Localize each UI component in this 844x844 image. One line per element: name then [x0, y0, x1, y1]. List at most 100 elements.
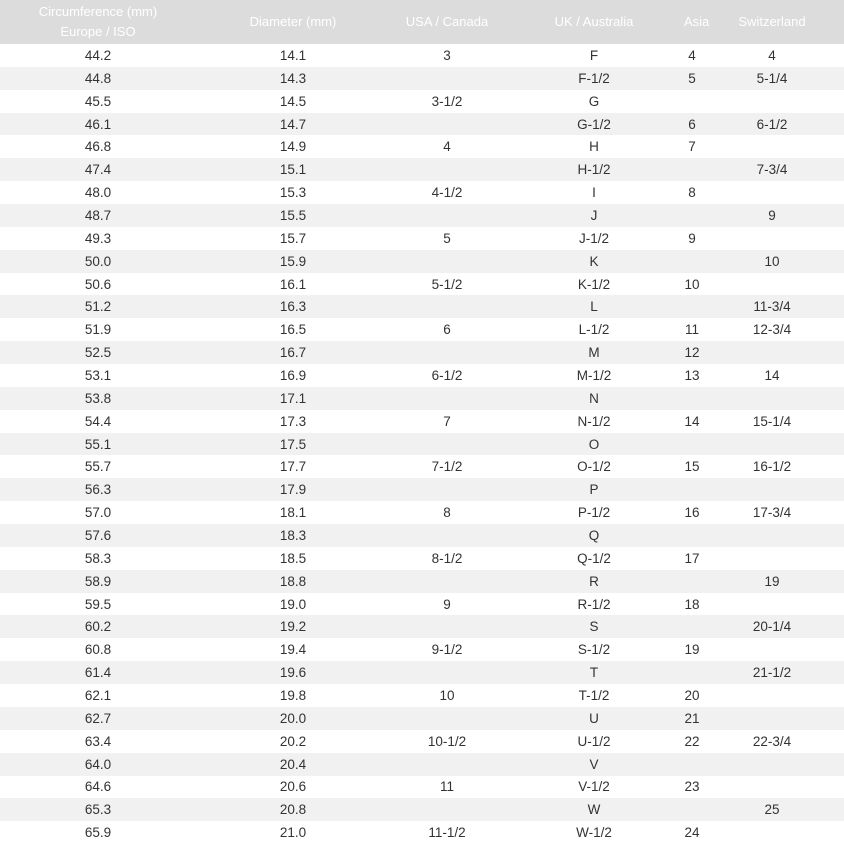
cell-diameter: 14.3	[196, 66, 390, 90]
cell-switzerland	[700, 684, 844, 707]
cell-asia	[684, 158, 700, 182]
cell-usa-canada	[390, 569, 504, 593]
cell-diameter: 19.0	[279, 596, 307, 612]
cell-uk-australia: H-1/2	[504, 158, 684, 182]
cell-circumference: 58.9	[0, 569, 196, 593]
cell-switzerland	[700, 432, 844, 456]
header-circumference-line2: Europe / ISO	[60, 24, 136, 39]
cell-switzerland	[700, 593, 844, 616]
cell-circumference: 58.3	[84, 550, 112, 566]
cell-usa-canada	[390, 386, 504, 410]
cell-usa-canada	[390, 478, 504, 502]
cell-switzerland	[700, 273, 844, 296]
cell-switzerland: 12-3/4	[752, 322, 792, 338]
cell-asia: 16	[684, 505, 700, 521]
table-row: 54.4 17.3 7 N-1/2 14 15-1/4	[0, 410, 844, 433]
cell-circumference: 49.3	[84, 230, 112, 246]
cell-usa-canada: 11	[439, 779, 454, 795]
cell-usa-canada: 7-1/2	[431, 459, 463, 475]
cell-uk-australia: V-1/2	[578, 779, 610, 795]
cell-usa-canada: 10-1/2	[427, 733, 467, 749]
cell-asia: 8	[688, 185, 696, 201]
cell-circumference: 65.3	[0, 798, 196, 822]
cell-diameter: 19.6	[196, 661, 390, 685]
cell-diameter: 21.0	[279, 825, 307, 841]
cell-usa-canada	[390, 752, 504, 776]
cell-circumference: 44.8	[0, 66, 196, 90]
cell-asia	[684, 432, 700, 456]
cell-asia	[684, 295, 700, 319]
cell-asia	[684, 204, 700, 227]
table-row: 58.9 18.8 R 19	[0, 569, 844, 593]
cell-asia	[684, 798, 700, 822]
cell-usa-canada: 8	[443, 505, 451, 521]
cell-uk-australia: F-1/2	[504, 66, 684, 90]
cell-switzerland	[700, 90, 844, 113]
table-row: 48.0 15.3 4-1/2 I 8	[0, 181, 844, 204]
cell-asia: 11	[684, 322, 699, 338]
cell-diameter: 15.1	[196, 158, 390, 182]
cell-circumference: 51.9	[84, 322, 112, 338]
cell-asia: 15	[684, 459, 700, 475]
cell-uk-australia: F	[589, 47, 599, 63]
cell-usa-canada	[390, 341, 504, 365]
cell-circumference: 57.6	[0, 524, 196, 547]
cell-switzerland: 19	[700, 569, 844, 593]
cell-switzerland: 21-1/2	[700, 661, 844, 685]
cell-asia: 9	[688, 230, 696, 246]
cell-diameter: 15.9	[196, 249, 390, 273]
cell-circumference: 61.4	[0, 661, 196, 685]
cell-asia: 13	[684, 367, 700, 383]
cell-asia: 23	[684, 779, 700, 795]
table-row: 53.8 17.1 N	[0, 386, 844, 410]
cell-usa-canada	[390, 661, 504, 685]
cell-circumference: 46.1	[0, 112, 196, 136]
header-diameter: Diameter (mm)	[196, 0, 390, 44]
cell-uk-australia: Q	[504, 524, 684, 547]
cell-switzerland: 6-1/2	[700, 112, 844, 136]
table-row: 56.3 17.9 P	[0, 478, 844, 502]
cell-uk-australia: I	[592, 185, 596, 201]
cell-diameter: 18.3	[196, 524, 390, 547]
table-row: 45.5 14.5 3-1/2 G	[0, 90, 844, 113]
table-row: 64.6 20.6 11 V-1/2 23	[0, 776, 844, 799]
cell-diameter: 15.7	[279, 230, 307, 246]
table-row: 63.4 20.2 10-1/2 U-1/2 22 22-3/4	[0, 730, 844, 753]
table-body: 44.2 14.1 3 F 4 4 44.8 14.3 F-1/2 5 5-1/4 45.5 14.5 3…	[0, 44, 844, 844]
cell-usa-canada: 5	[443, 230, 451, 246]
table-row: 62.1 19.8 10 T-1/2 20	[0, 684, 844, 707]
cell-asia: 24	[684, 825, 700, 841]
cell-circumference: 62.1	[84, 687, 112, 703]
cell-switzerland	[700, 752, 844, 776]
cell-uk-australia: G-1/2	[504, 112, 684, 136]
cell-diameter: 20.4	[196, 752, 390, 776]
table-row: 65.9 21.0 11-1/2 W-1/2 24	[0, 821, 844, 844]
cell-asia: 7	[688, 139, 696, 155]
cell-asia	[684, 249, 700, 273]
table-row: 58.3 18.5 8-1/2 Q-1/2 17	[0, 547, 844, 570]
cell-diameter: 14.7	[196, 112, 390, 136]
cell-switzerland: 22-3/4	[752, 733, 792, 749]
header-circumference-line1: Circumference (mm)	[38, 4, 158, 19]
cell-asia	[684, 90, 700, 113]
cell-asia	[684, 752, 700, 776]
table-row: 46.1 14.7 G-1/2 6 6-1/2	[0, 112, 844, 136]
cell-circumference: 60.2	[0, 615, 196, 639]
cell-uk-australia: N	[504, 386, 684, 410]
cell-switzerland: 15-1/4	[752, 413, 792, 429]
cell-uk-australia: T	[504, 661, 684, 685]
cell-uk-australia: P	[504, 478, 684, 502]
cell-usa-canada: 9-1/2	[431, 642, 463, 658]
cell-asia: 14	[684, 413, 700, 429]
cell-circumference: 64.0	[0, 752, 196, 776]
cell-diameter: 14.5	[279, 93, 307, 109]
table-row: 60.8 19.4 9-1/2 S-1/2 19	[0, 638, 844, 661]
cell-switzerland: 20-1/4	[700, 615, 844, 639]
cell-switzerland	[700, 821, 844, 844]
cell-usa-canada	[390, 66, 504, 90]
cell-circumference: 57.0	[84, 505, 112, 521]
cell-switzerland: 25	[700, 798, 844, 822]
cell-diameter: 19.4	[279, 642, 307, 658]
cell-circumference: 51.2	[0, 295, 196, 319]
cell-uk-australia: R-1/2	[577, 596, 611, 612]
